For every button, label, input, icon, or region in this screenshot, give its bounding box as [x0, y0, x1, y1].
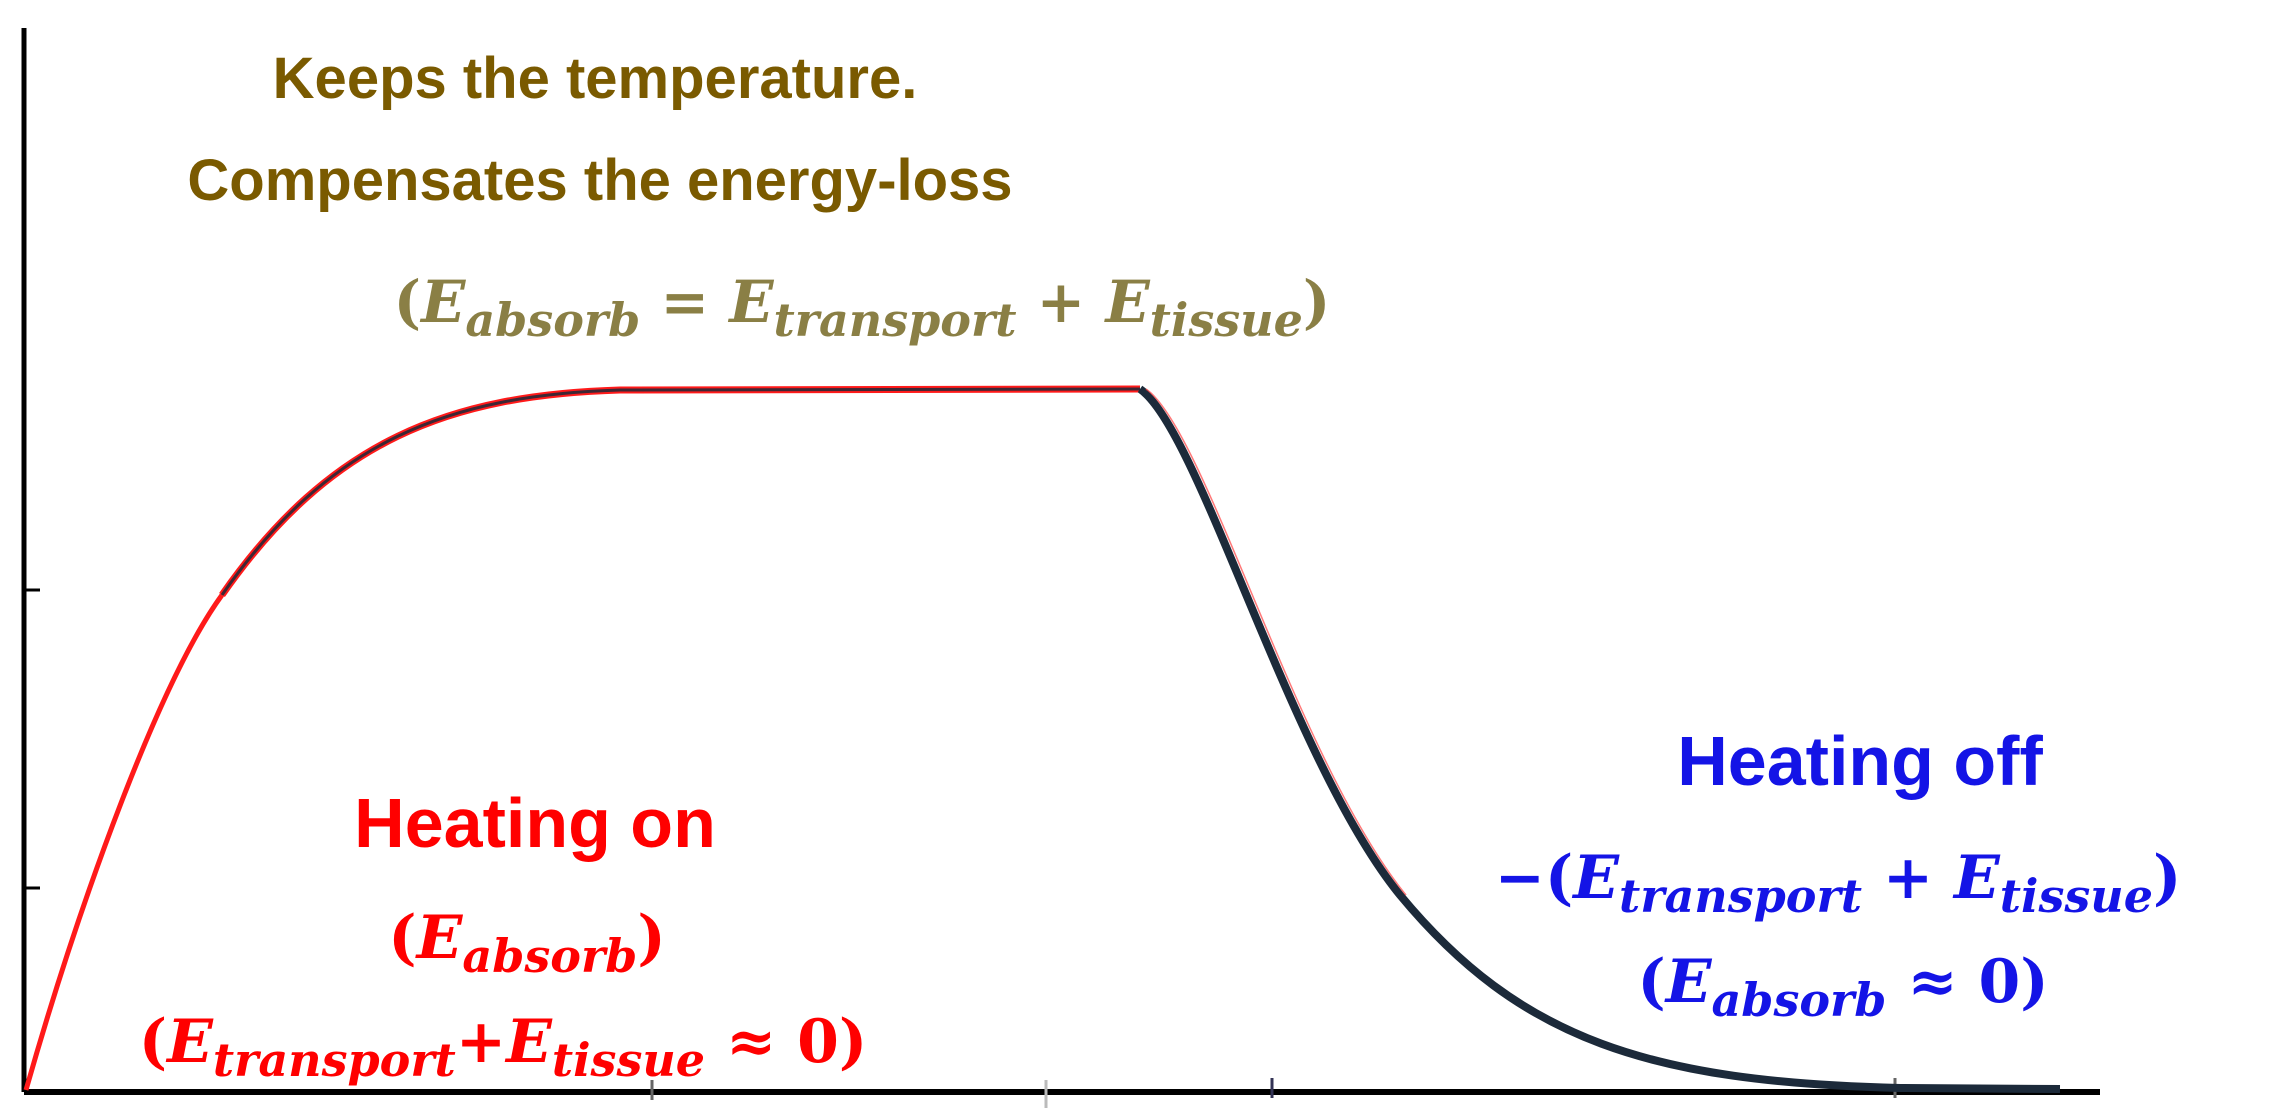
- curve-cooling-edge: [1145, 388, 1407, 896]
- plateau-line-2: Compensates the energy-loss: [187, 148, 1012, 213]
- plateau-equation: (Eabsorb = Etransport + Etissue): [394, 268, 1331, 347]
- heating-off-eq-absorb: (Eabsorb ≈ 0): [1637, 947, 2048, 1027]
- plateau-line-1: Keeps the temperature.: [273, 46, 918, 111]
- heating-off-eq-losses: −(Etransport + Etissue): [1495, 843, 2182, 923]
- curve-rise-upper: [219, 385, 1141, 598]
- heating-on-eq-absorb: (Eabsorb): [388, 903, 665, 983]
- curve-cooling: [1137, 385, 2061, 1093]
- curve-rise-dark-overlay: [220, 387, 1141, 596]
- heating-off-title: Heating off: [1677, 722, 2043, 800]
- heating-on-title: Heating on: [354, 784, 716, 862]
- curve-rise-red: [23, 593, 225, 1091]
- heating-on-eq-losses: (Etransport+Etissue ≈ 0): [139, 1007, 868, 1087]
